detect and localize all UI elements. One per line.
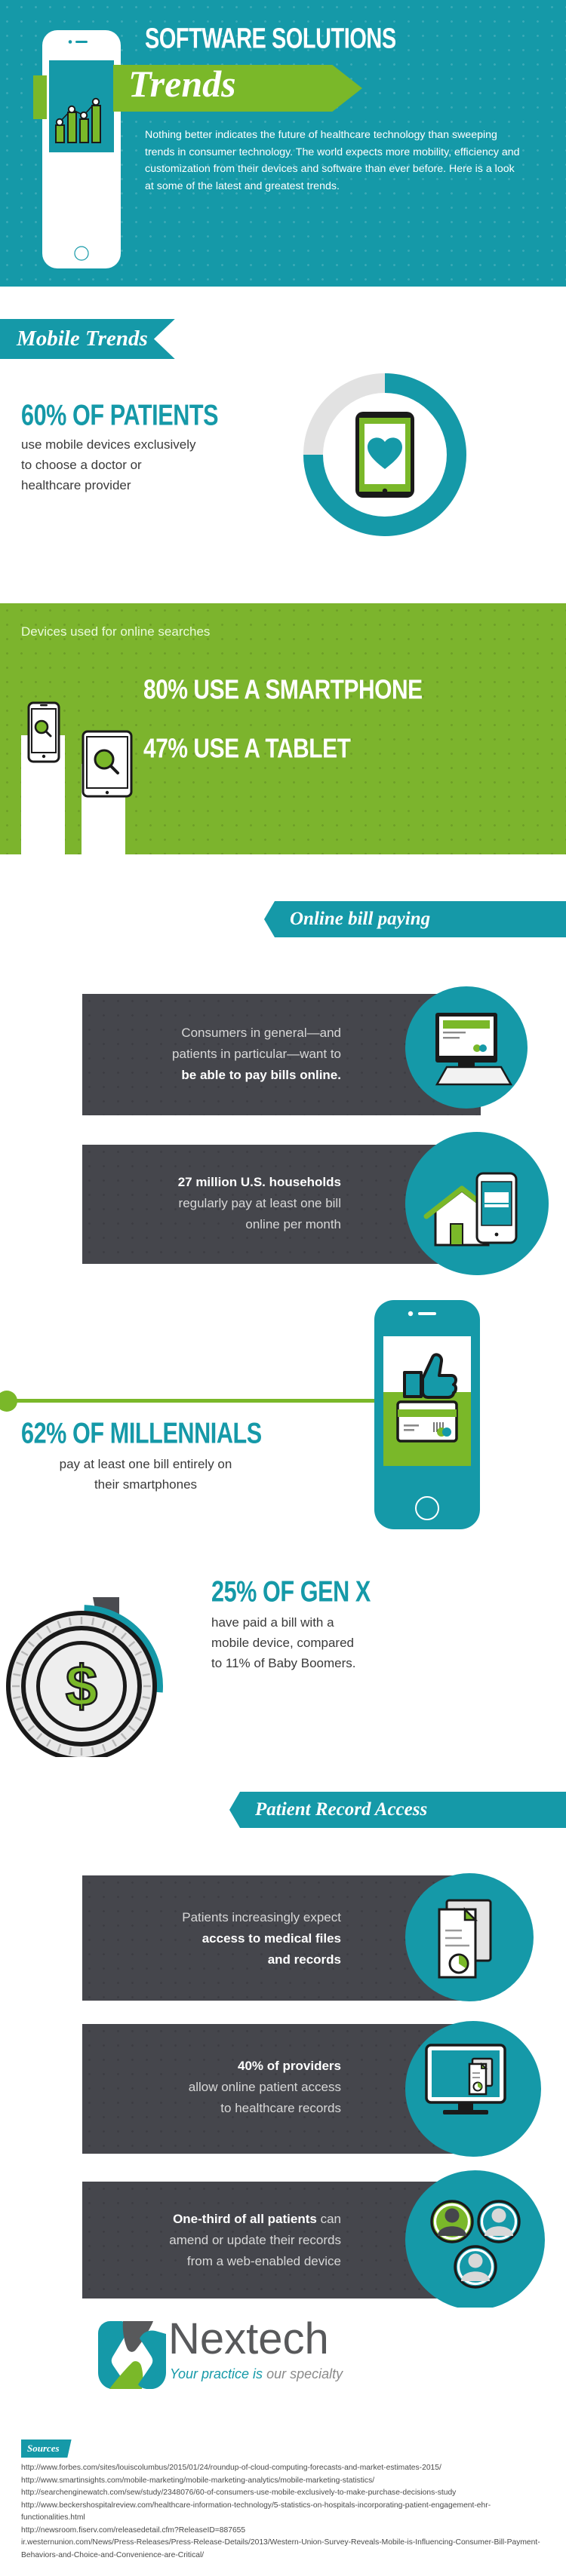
svg-text:$: $ (66, 1654, 97, 1719)
